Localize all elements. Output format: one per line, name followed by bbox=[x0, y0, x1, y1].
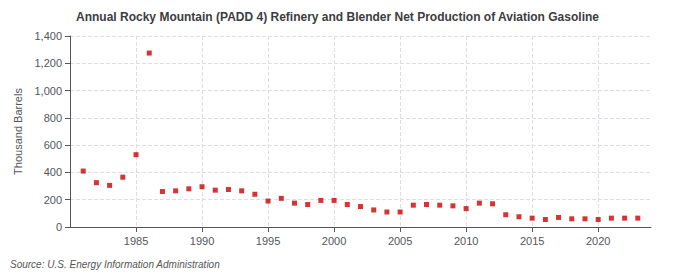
svg-text:2000: 2000 bbox=[322, 235, 346, 247]
svg-text:Source: U.S. Energy Informatio: Source: U.S. Energy Information Administ… bbox=[10, 259, 220, 270]
svg-text:1985: 1985 bbox=[124, 235, 148, 247]
svg-text:600: 600 bbox=[44, 139, 62, 151]
svg-text:2005: 2005 bbox=[388, 235, 412, 247]
svg-text:2010: 2010 bbox=[454, 235, 478, 247]
svg-text:Thousand Barrels: Thousand Barrels bbox=[12, 88, 24, 175]
svg-text:400: 400 bbox=[44, 166, 62, 178]
svg-text:1,000: 1,000 bbox=[34, 85, 62, 97]
svg-text:2020: 2020 bbox=[586, 235, 610, 247]
svg-text:1,200: 1,200 bbox=[34, 57, 62, 69]
svg-text:0: 0 bbox=[56, 221, 62, 233]
svg-text:2015: 2015 bbox=[520, 235, 544, 247]
svg-text:1,400: 1,400 bbox=[34, 30, 62, 42]
svg-text:800: 800 bbox=[44, 112, 62, 124]
svg-text:1995: 1995 bbox=[256, 235, 280, 247]
svg-text:200: 200 bbox=[44, 194, 62, 206]
svg-text:Annual Rocky Mountain (PADD 4): Annual Rocky Mountain (PADD 4) Refinery … bbox=[76, 10, 599, 24]
svg-text:1990: 1990 bbox=[190, 235, 214, 247]
